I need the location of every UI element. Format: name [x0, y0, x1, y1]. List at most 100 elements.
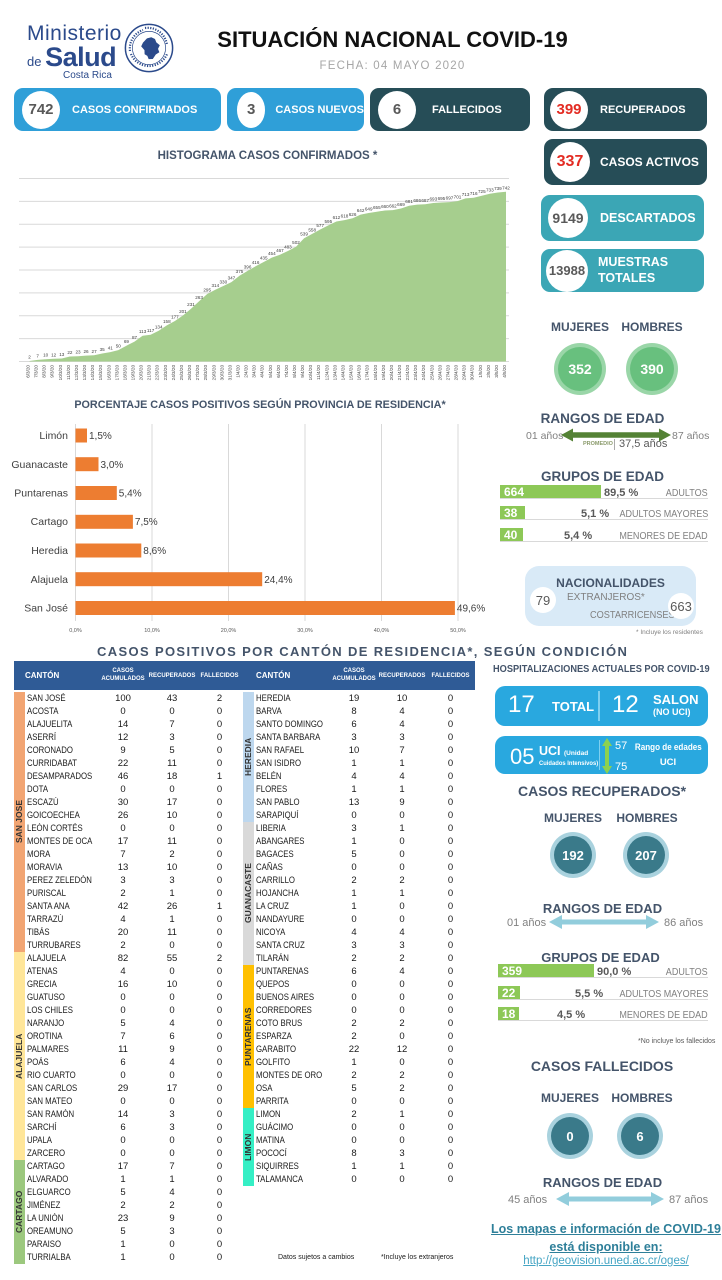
svg-text:San José: San José [24, 603, 68, 615]
svg-text:686: 686 [413, 198, 421, 203]
svg-text:695: 695 [438, 196, 446, 201]
svg-text:662: 662 [389, 204, 397, 209]
svg-text:9/4/20: 9/4/20 [300, 365, 305, 378]
svg-text:30/4/20: 30/4/20 [470, 365, 475, 381]
svg-text:158: 158 [163, 319, 171, 324]
svg-text:642: 642 [357, 208, 365, 213]
svg-text:539: 539 [300, 232, 308, 237]
svg-text:396: 396 [244, 264, 252, 269]
svg-text:263: 263 [195, 295, 203, 300]
svg-text:134: 134 [155, 324, 163, 329]
svg-text:681: 681 [405, 199, 413, 204]
svg-text:24,4%: 24,4% [264, 575, 292, 586]
svg-text:1/5/20: 1/5/20 [478, 365, 483, 378]
svg-text:24/3/20: 24/3/20 [171, 365, 176, 381]
svg-text:20/3/20: 20/3/20 [139, 365, 144, 381]
svg-text:742: 742 [502, 185, 510, 190]
svg-text:28/3/20: 28/3/20 [203, 365, 208, 381]
svg-text:201: 201 [179, 309, 187, 314]
svg-text:6/4/20: 6/4/20 [276, 365, 281, 378]
svg-text:15/4/20: 15/4/20 [349, 365, 354, 381]
svg-text:11/4/20: 11/4/20 [316, 365, 321, 380]
svg-text:28/4/20: 28/4/20 [454, 365, 459, 381]
svg-text:8,6%: 8,6% [143, 546, 166, 557]
svg-text:Guanacaste: Guanacaste [11, 459, 68, 471]
svg-text:697: 697 [446, 196, 454, 201]
svg-text:483: 483 [284, 245, 292, 250]
svg-text:29/4/20: 29/4/20 [462, 365, 467, 381]
svg-text:10,0%: 10,0% [144, 628, 160, 634]
svg-text:626: 626 [349, 212, 357, 217]
svg-text:231: 231 [187, 302, 195, 307]
svg-text:1,5%: 1,5% [89, 431, 112, 442]
svg-text:454: 454 [268, 251, 276, 256]
svg-text:416: 416 [252, 260, 260, 265]
svg-text:12/3/20: 12/3/20 [74, 365, 79, 381]
svg-text:649: 649 [365, 207, 373, 212]
svg-text:577: 577 [316, 223, 324, 228]
svg-text:16/4/20: 16/4/20 [357, 365, 362, 381]
svg-text:177: 177 [171, 315, 179, 320]
svg-text:10/3/20: 10/3/20 [58, 365, 63, 381]
svg-text:35: 35 [100, 347, 106, 352]
svg-text:25/4/20: 25/4/20 [429, 365, 434, 381]
svg-text:22: 22 [67, 350, 73, 355]
svg-text:5/4/20: 5/4/20 [268, 365, 273, 378]
svg-text:7/3/20: 7/3/20 [34, 365, 39, 378]
svg-text:435: 435 [260, 256, 268, 261]
svg-text:25/3/20: 25/3/20 [179, 365, 184, 381]
svg-text:558: 558 [308, 227, 316, 232]
svg-text:330: 330 [219, 280, 227, 285]
svg-text:30,0%: 30,0% [297, 628, 313, 634]
svg-text:22/4/20: 22/4/20 [405, 365, 410, 381]
svg-text:23/3/20: 23/3/20 [163, 365, 168, 381]
svg-text:21/4/20: 21/4/20 [397, 365, 402, 381]
svg-text:6/3/20: 6/3/20 [26, 365, 31, 378]
svg-text:13/3/20: 13/3/20 [82, 365, 87, 381]
svg-text:733: 733 [486, 187, 494, 192]
svg-text:19/3/20: 19/3/20 [131, 365, 136, 381]
svg-text:113: 113 [139, 329, 147, 334]
svg-text:30/3/20: 30/3/20 [219, 365, 224, 381]
svg-text:Cartago: Cartago [31, 516, 69, 528]
svg-text:19/4/20: 19/4/20 [381, 365, 386, 381]
svg-text:660: 660 [381, 204, 389, 209]
svg-text:Limón: Limón [39, 430, 68, 442]
svg-text:13/4/20: 13/4/20 [332, 365, 337, 381]
svg-text:27: 27 [92, 349, 98, 354]
svg-text:7: 7 [36, 353, 39, 358]
svg-text:1/4/20: 1/4/20 [236, 365, 241, 378]
svg-text:13: 13 [59, 352, 65, 357]
svg-text:375: 375 [236, 269, 244, 274]
svg-text:655: 655 [373, 205, 381, 210]
svg-text:29/3/20: 29/3/20 [211, 365, 216, 381]
svg-text:18/4/20: 18/4/20 [373, 365, 378, 381]
svg-text:612: 612 [333, 215, 341, 220]
svg-text:5,4%: 5,4% [119, 489, 142, 500]
svg-text:314: 314 [211, 283, 219, 288]
svg-text:Heredia: Heredia [31, 545, 68, 557]
svg-text:87: 87 [132, 335, 138, 340]
svg-text:9/3/20: 9/3/20 [50, 365, 55, 378]
svg-text:739: 739 [494, 186, 502, 191]
svg-text:40,0%: 40,0% [374, 628, 390, 634]
svg-text:10/4/20: 10/4/20 [308, 365, 313, 381]
svg-text:713: 713 [462, 192, 470, 197]
svg-text:69: 69 [124, 339, 130, 344]
svg-text:669: 669 [397, 202, 405, 207]
svg-text:687: 687 [421, 198, 429, 203]
svg-text:26/4/20: 26/4/20 [437, 365, 442, 381]
svg-text:17/3/20: 17/3/20 [114, 365, 119, 381]
svg-text:11/3/20: 11/3/20 [66, 365, 71, 380]
svg-text:8/3/20: 8/3/20 [42, 365, 47, 378]
svg-text:347: 347 [228, 276, 236, 281]
svg-text:0,0%: 0,0% [69, 628, 82, 634]
svg-text:14/3/20: 14/3/20 [90, 365, 95, 381]
svg-text:701: 701 [454, 195, 462, 200]
svg-text:7/4/20: 7/4/20 [284, 365, 289, 378]
svg-text:26: 26 [83, 349, 89, 354]
svg-text:20/4/20: 20/4/20 [389, 365, 394, 381]
svg-text:502: 502 [292, 240, 300, 245]
svg-text:10: 10 [43, 353, 49, 358]
svg-text:17/4/20: 17/4/20 [365, 365, 370, 381]
